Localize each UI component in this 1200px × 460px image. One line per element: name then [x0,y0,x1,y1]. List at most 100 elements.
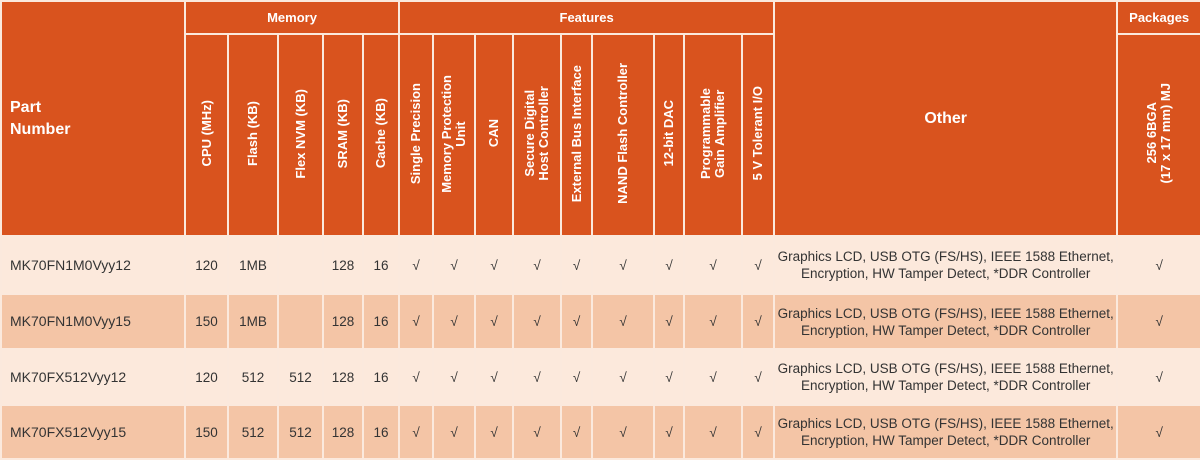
column-header: CPU (MHz) [184,33,229,237]
value-cell: 512 [277,348,324,406]
column-header-label: Single Precision [408,82,424,185]
column-header: NAND Flash Controller [591,33,656,237]
column-header-label: External Bus Interface [568,64,584,203]
check-cell: √ [591,235,656,295]
check-cell: √ [398,293,435,350]
part-number-label: Part Number [10,98,71,138]
other-cell: Graphics LCD, USB OTG (FS/HS), IEEE 1588… [773,293,1119,350]
column-header-label: Programmable Gain Amplifier [698,87,728,180]
check-cell: √ [653,348,686,406]
value-cell: 512 [227,348,279,406]
value-cell: 16 [361,235,401,295]
check-cell: √ [683,404,744,460]
column-header: CAN [474,33,515,237]
value-cell: 128 [322,348,364,406]
column-header: SRAM (KB) [322,33,364,237]
check-cell: √ [653,235,686,295]
column-header-label: Memory Protection Unit [439,74,469,193]
value-cell: 128 [322,293,364,350]
table-row: MK70FN1M0Vyy15 150 1MB 128 16 √ √ √ √ √ √ √ √ √ Graphi… [0,293,1200,350]
package-label: 256 6BGA (17 x 17 mm) MJ [1144,83,1174,184]
check-cell: √ [683,235,744,295]
column-header-label: SRAM (KB) [335,98,350,169]
column-header-label: CAN [486,119,502,148]
check-cell: √ [512,348,563,406]
check-cell: √ [398,404,435,460]
column-header: Flash (KB) [227,33,279,237]
check-cell: √ [741,293,776,350]
header-group-features: Features [398,0,776,35]
check-cell: √ [741,235,776,295]
header-other: Other [773,0,1119,237]
column-header: Memory Protection Unit [432,33,477,237]
check-cell: √ [560,293,594,350]
value-cell: 128 [322,404,364,460]
column-header: Secure Digital Host Controller [512,33,563,237]
check-cell: √ [512,293,563,350]
check-cell: √ [398,348,435,406]
value-cell: 16 [361,348,401,406]
value-cell: 16 [361,404,401,460]
column-header: Single Precision [398,33,435,237]
value-cell: 150 [184,293,229,350]
check-cell: √ [560,235,594,295]
check-cell: √ [560,348,594,406]
table-row: MK70FX512Vyy15 150 512 512 128 16 √ √ √ √ √ √ √ √ √ Gra… [0,404,1200,460]
check-cell: √ [474,348,515,406]
value-cell: 128 [322,235,364,295]
package-check-cell: √ [1116,348,1200,406]
part-number-cell: MK70FX512Vyy15 [0,404,186,460]
header-part-number: Part Number [0,0,186,237]
value-cell: 512 [277,404,324,460]
package-check-cell: √ [1116,404,1200,460]
other-cell: Graphics LCD, USB OTG (FS/HS), IEEE 1588… [773,235,1119,295]
value-cell: 1MB [227,235,279,295]
check-cell: √ [432,348,477,406]
column-header: Cache (KB) [361,33,401,237]
column-header: 12-bit DAC [653,33,686,237]
header-group-memory: Memory [183,0,401,35]
value-cell: 120 [184,348,229,406]
other-cell: Graphics LCD, USB OTG (FS/HS), IEEE 1588… [773,348,1119,406]
column-header-label: CPU (MHz) [198,100,214,167]
value-cell [277,293,324,350]
part-number-cell: MK70FN1M0Vyy12 [0,235,186,295]
check-cell: √ [683,293,744,350]
value-cell: 16 [361,293,401,350]
value-cell: 150 [184,404,229,460]
column-header-label: NAND Flash Controller [615,63,631,204]
value-cell [277,235,324,295]
header-group-packages: Packages [1116,0,1200,35]
value-cell: 512 [227,404,279,460]
check-cell: √ [591,404,656,460]
check-cell: √ [591,348,656,406]
column-header: Programmable Gain Amplifier [683,33,744,237]
column-header-label: 12-bit DAC [661,100,677,167]
column-header-package: 256 6BGA (17 x 17 mm) MJ [1116,33,1200,237]
check-cell: √ [741,348,776,406]
column-header-label: Cache (KB) [373,98,389,169]
part-number-cell: MK70FN1M0Vyy15 [0,293,186,350]
package-check-cell: √ [1116,235,1200,295]
check-cell: √ [512,404,563,460]
check-cell: √ [741,404,776,460]
value-cell: 1MB [227,293,279,350]
other-cell: Graphics LCD, USB OTG (FS/HS), IEEE 1588… [773,404,1119,460]
column-header-label: Flash (KB) [245,101,260,166]
column-header: External Bus Interface [560,33,594,237]
column-header-label: 5 V Tolerant I/O [750,86,766,181]
check-cell: √ [432,404,477,460]
check-cell: √ [432,235,477,295]
check-cell: √ [653,293,686,350]
table-row: MK70FN1M0Vyy12 120 1MB 128 16 √ √ √ √ √ √ √ √ √ Graphi… [0,235,1200,295]
check-cell: √ [591,293,656,350]
column-header: 5 V Tolerant I/O [741,33,776,237]
column-header: Flex NVM (KB) [277,33,324,237]
check-cell: √ [398,235,435,295]
check-cell: √ [560,404,594,460]
check-cell: √ [432,293,477,350]
check-cell: √ [512,235,563,295]
package-check-cell: √ [1116,293,1200,350]
check-cell: √ [474,404,515,460]
